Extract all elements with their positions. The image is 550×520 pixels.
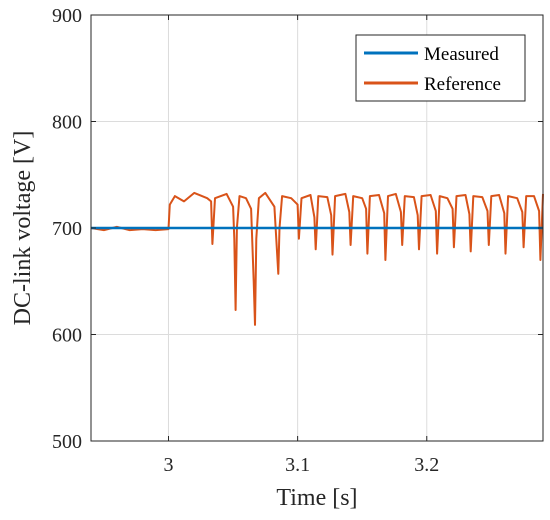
y-tick-label: 500	[52, 431, 82, 453]
y-tick-label: 700	[52, 218, 82, 240]
legend-box	[355, 34, 526, 102]
x-tick-label: 3.1	[285, 454, 310, 476]
legend-entry-reference: Reference	[424, 74, 501, 95]
y-tick-label: 900	[52, 5, 82, 27]
legend: Measured Reference	[355, 34, 526, 102]
y-tick-label: 600	[52, 325, 82, 347]
plot-area	[90, 191, 544, 326]
x-axis-label: Time [s]	[276, 485, 357, 511]
ticks: 3 3.1 3.2 500 600 700 800 900	[52, 5, 543, 476]
x-tick-label: 3	[163, 454, 173, 476]
y-axis-label: DC-link voltage [V]	[10, 131, 36, 326]
y-tick-label: 800	[52, 112, 82, 134]
x-tick-label: 3.2	[414, 454, 439, 476]
legend-entry-measured: Measured	[424, 44, 499, 65]
